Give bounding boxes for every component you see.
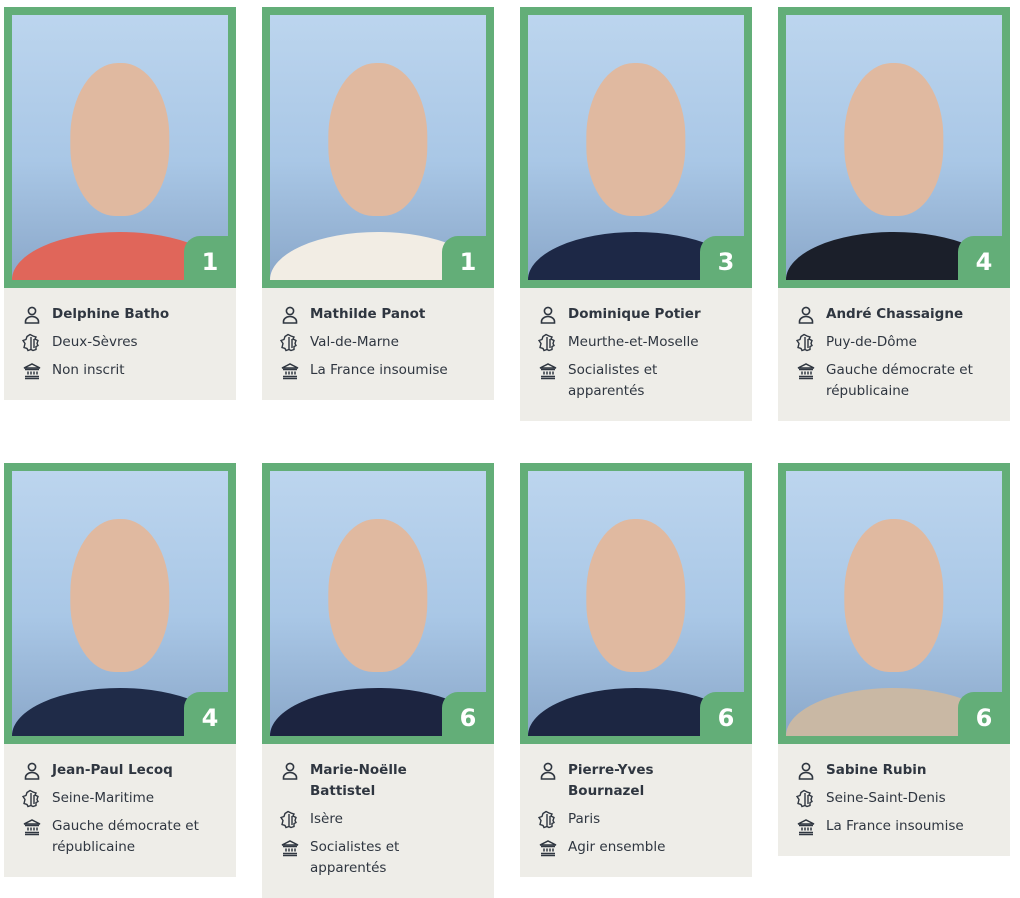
person-icon [798,306,814,324]
deputy-department: Val-de-Marne [310,334,399,350]
person-icon [540,762,556,780]
rank-badge: 6 [700,692,752,744]
deputy-name[interactable]: Pierre-Yves Bournazel [568,762,654,799]
france-map-icon [280,810,297,829]
photo-frame: 1 [262,7,494,288]
deputy-card[interactable]: 1 Delphine Batho Deux-Sèvres Non inscrit [4,7,236,400]
deputy-info: Mathilde Panot Val-de-Marne La France in… [262,288,494,400]
france-map-icon [22,333,39,352]
institution-icon [23,819,41,836]
photo-frame: 6 [778,463,1010,744]
deputy-name[interactable]: Mathilde Panot [310,306,426,322]
deputy-group: Non inscrit [52,362,125,378]
deputy-group: Socialistes et apparentés [568,362,658,399]
deputy-info: Jean-Paul Lecoq Seine-Maritime Gauche dé… [4,744,236,877]
deputy-info: Delphine Batho Deux-Sèvres Non inscrit [4,288,236,400]
photo-frame: 4 [4,463,236,744]
deputy-card[interactable]: 3 Dominique Potier Meurthe-et-Moselle So… [520,7,752,421]
deputy-name[interactable]: Dominique Potier [568,306,701,322]
institution-icon [281,840,299,857]
institution-icon [23,363,41,380]
deputy-group: La France insoumise [826,818,964,834]
deputy-department: Paris [568,811,601,827]
institution-icon [539,363,557,380]
deputy-info: André Chassaigne Puy-de-Dôme Gauche démo… [778,288,1010,421]
person-icon [24,762,40,780]
rank-badge: 6 [958,692,1010,744]
rank-badge: 4 [958,236,1010,288]
photo-frame: 3 [520,7,752,288]
rank-badge: 4 [184,692,236,744]
deputy-photo [12,15,228,280]
person-icon [282,762,298,780]
rank-badge: 3 [700,236,752,288]
deputy-photo [786,15,1002,280]
deputy-department: Seine-Saint-Denis [826,790,946,806]
deputy-group: La France insoumise [310,362,448,378]
deputy-card[interactable]: 6 Marie-Noëlle Battistel Isère Socialist… [262,463,494,898]
photo-frame: 4 [778,7,1010,288]
deputy-department: Isère [310,811,343,827]
france-map-icon [280,333,297,352]
rank-badge: 6 [442,692,494,744]
deputy-photo [786,471,1002,736]
photo-frame: 1 [4,7,236,288]
deputy-department: Deux-Sèvres [52,334,138,350]
deputy-card[interactable]: 6 Pierre-Yves Bournazel Paris Agir ensem… [520,463,752,877]
france-map-icon [796,789,813,808]
institution-icon [539,840,557,857]
institution-icon [281,363,299,380]
person-icon [798,762,814,780]
deputy-group: Agir ensemble [568,839,666,855]
person-icon [282,306,298,324]
photo-frame: 6 [262,463,494,744]
france-map-icon [538,810,555,829]
deputy-name[interactable]: André Chassaigne [826,306,964,322]
institution-icon [797,819,815,836]
deputy-name[interactable]: Jean-Paul Lecoq [52,762,173,778]
deputy-card[interactable]: 6 Sabine Rubin Seine-Saint-Denis La Fran… [778,463,1010,856]
deputy-department: Seine-Maritime [52,790,155,806]
deputy-info: Pierre-Yves Bournazel Paris Agir ensembl… [520,744,752,877]
institution-icon [797,363,815,380]
deputy-department: Meurthe-et-Moselle [568,334,699,350]
deputy-group: Gauche démocrate et républicaine [826,362,973,399]
rank-badge: 1 [442,236,494,288]
deputy-photo [12,471,228,736]
person-icon [24,306,40,324]
france-map-icon [538,333,555,352]
deputy-info: Sabine Rubin Seine-Saint-Denis La France… [778,744,1010,856]
deputy-name[interactable]: Sabine Rubin [826,762,927,778]
deputy-card[interactable]: 4 Jean-Paul Lecoq Seine-Maritime Gauche … [4,463,236,877]
deputy-group: Socialistes et apparentés [310,839,400,876]
deputy-photo [270,15,486,280]
rank-badge: 1 [184,236,236,288]
photo-frame: 6 [520,463,752,744]
deputy-card[interactable]: 1 Mathilde Panot Val-de-Marne La France … [262,7,494,400]
deputy-department: Puy-de-Dôme [826,334,917,350]
deputy-photo [528,15,744,280]
deputy-info: Dominique Potier Meurthe-et-Moselle Soci… [520,288,752,421]
deputy-name[interactable]: Delphine Batho [52,306,170,322]
person-icon [540,306,556,324]
deputy-name[interactable]: Marie-Noëlle Battistel [310,762,407,799]
deputy-info: Marie-Noëlle Battistel Isère Socialistes… [262,744,494,898]
deputy-card[interactable]: 4 André Chassaigne Puy-de-Dôme Gauche dé… [778,7,1010,421]
france-map-icon [796,333,813,352]
france-map-icon [22,789,39,808]
deputy-group: Gauche démocrate et républicaine [52,818,199,855]
